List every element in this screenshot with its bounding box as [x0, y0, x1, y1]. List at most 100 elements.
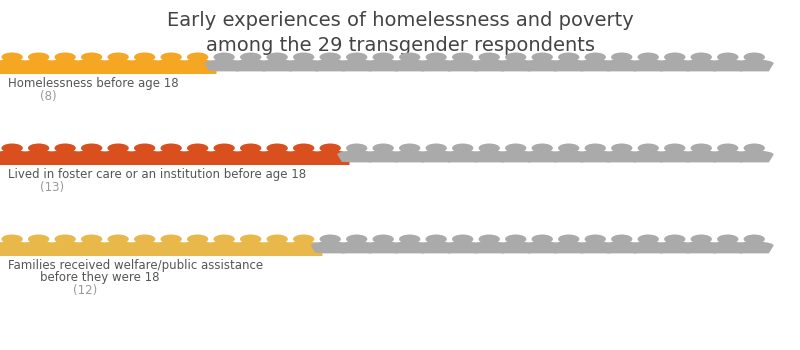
Circle shape	[638, 144, 659, 153]
Text: (8): (8)	[41, 90, 57, 103]
Polygon shape	[708, 60, 747, 71]
Polygon shape	[576, 60, 614, 71]
Polygon shape	[126, 60, 164, 71]
Polygon shape	[231, 60, 270, 71]
Polygon shape	[364, 60, 402, 71]
Polygon shape	[0, 60, 31, 71]
Polygon shape	[0, 150, 31, 162]
Circle shape	[585, 52, 606, 62]
Polygon shape	[470, 241, 509, 253]
Circle shape	[690, 52, 712, 62]
Polygon shape	[390, 150, 429, 162]
Polygon shape	[417, 150, 455, 162]
Circle shape	[743, 234, 765, 244]
Circle shape	[743, 52, 765, 62]
Polygon shape	[19, 241, 58, 253]
Polygon shape	[390, 60, 429, 71]
Text: Families received welfare/public assistance: Families received welfare/public assista…	[8, 259, 263, 272]
Polygon shape	[46, 150, 85, 162]
Circle shape	[638, 52, 659, 62]
Polygon shape	[98, 150, 138, 162]
Polygon shape	[602, 150, 641, 162]
Circle shape	[373, 234, 394, 244]
Polygon shape	[470, 150, 509, 162]
Polygon shape	[735, 241, 774, 253]
Circle shape	[399, 234, 420, 244]
Polygon shape	[72, 241, 111, 253]
Circle shape	[452, 234, 474, 244]
Polygon shape	[72, 60, 111, 71]
Polygon shape	[258, 60, 297, 71]
Circle shape	[717, 234, 738, 244]
Text: before they were 18: before they were 18	[41, 271, 160, 284]
Circle shape	[346, 52, 367, 62]
Circle shape	[585, 144, 606, 153]
Polygon shape	[364, 241, 402, 253]
Text: (12): (12)	[73, 284, 97, 297]
Polygon shape	[735, 150, 774, 162]
Polygon shape	[46, 60, 85, 71]
Polygon shape	[338, 241, 376, 253]
Circle shape	[505, 52, 526, 62]
Polygon shape	[178, 150, 217, 162]
Circle shape	[240, 234, 262, 244]
Polygon shape	[284, 241, 323, 253]
Circle shape	[346, 234, 367, 244]
Circle shape	[664, 144, 686, 153]
Circle shape	[107, 144, 129, 153]
Polygon shape	[708, 150, 747, 162]
Circle shape	[531, 144, 553, 153]
Circle shape	[134, 144, 155, 153]
Polygon shape	[258, 241, 297, 253]
Circle shape	[81, 234, 102, 244]
Text: Early experiences of homelessness and poverty
among the 29 transgender responden: Early experiences of homelessness and po…	[166, 10, 634, 55]
Polygon shape	[550, 150, 588, 162]
Polygon shape	[602, 241, 641, 253]
Circle shape	[161, 144, 182, 153]
Circle shape	[452, 52, 474, 62]
Circle shape	[28, 52, 50, 62]
Text: Lived in foster care or an institution before age 18: Lived in foster care or an institution b…	[8, 168, 306, 181]
Circle shape	[611, 144, 633, 153]
Circle shape	[28, 144, 50, 153]
Polygon shape	[496, 150, 535, 162]
Circle shape	[399, 144, 420, 153]
Polygon shape	[629, 60, 668, 71]
Circle shape	[2, 144, 22, 153]
Polygon shape	[126, 241, 164, 253]
Polygon shape	[72, 150, 111, 162]
Polygon shape	[576, 150, 614, 162]
Polygon shape	[550, 60, 588, 71]
Circle shape	[240, 144, 262, 153]
Polygon shape	[364, 150, 402, 162]
Circle shape	[54, 144, 76, 153]
Polygon shape	[0, 241, 31, 253]
Circle shape	[161, 234, 182, 244]
Polygon shape	[708, 241, 747, 253]
Circle shape	[638, 234, 659, 244]
Circle shape	[293, 52, 314, 62]
Circle shape	[717, 144, 738, 153]
Circle shape	[558, 234, 579, 244]
Polygon shape	[735, 60, 774, 71]
Text: Homelessness before age 18: Homelessness before age 18	[8, 77, 178, 90]
Polygon shape	[523, 150, 562, 162]
Polygon shape	[284, 60, 323, 71]
Polygon shape	[523, 60, 562, 71]
Circle shape	[161, 52, 182, 62]
Circle shape	[187, 144, 208, 153]
Polygon shape	[496, 60, 535, 71]
Polygon shape	[550, 241, 588, 253]
Circle shape	[505, 234, 526, 244]
Circle shape	[266, 144, 288, 153]
Circle shape	[54, 52, 76, 62]
Polygon shape	[19, 60, 58, 71]
Circle shape	[2, 234, 22, 244]
Circle shape	[478, 234, 500, 244]
Circle shape	[531, 234, 553, 244]
Circle shape	[505, 144, 526, 153]
Polygon shape	[602, 60, 641, 71]
Circle shape	[690, 234, 712, 244]
Circle shape	[426, 234, 447, 244]
Circle shape	[107, 234, 129, 244]
